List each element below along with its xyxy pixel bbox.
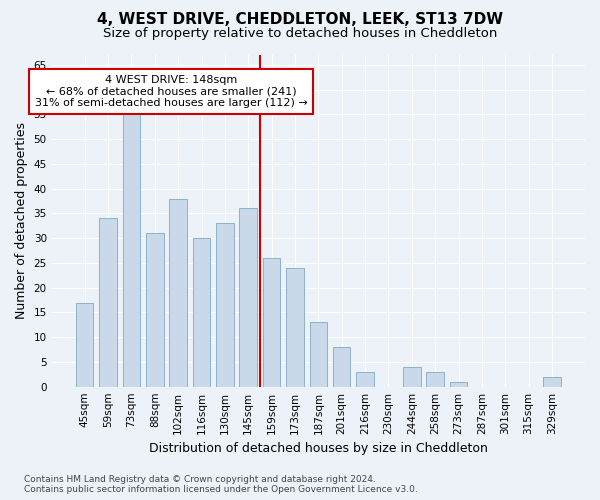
Bar	[543, 377, 561, 386]
Text: 4 WEST DRIVE: 148sqm
← 68% of detached houses are smaller (241)
31% of semi-deta: 4 WEST DRIVE: 148sqm ← 68% of detached h…	[35, 75, 308, 108]
Bar	[427, 372, 444, 386]
Bar	[169, 198, 187, 386]
Bar	[122, 114, 140, 386]
Bar	[333, 347, 350, 387]
Bar	[99, 218, 117, 386]
Bar	[146, 233, 164, 386]
Bar	[263, 258, 280, 386]
Bar	[356, 372, 374, 386]
Text: Contains HM Land Registry data © Crown copyright and database right 2024.
Contai: Contains HM Land Registry data © Crown c…	[24, 474, 418, 494]
Y-axis label: Number of detached properties: Number of detached properties	[15, 122, 28, 320]
X-axis label: Distribution of detached houses by size in Cheddleton: Distribution of detached houses by size …	[149, 442, 488, 455]
Bar	[216, 224, 233, 386]
Bar	[310, 322, 327, 386]
Bar	[239, 208, 257, 386]
Bar	[450, 382, 467, 386]
Text: Size of property relative to detached houses in Cheddleton: Size of property relative to detached ho…	[103, 28, 497, 40]
Bar	[403, 367, 421, 386]
Bar	[286, 268, 304, 386]
Bar	[76, 302, 94, 386]
Text: 4, WEST DRIVE, CHEDDLETON, LEEK, ST13 7DW: 4, WEST DRIVE, CHEDDLETON, LEEK, ST13 7D…	[97, 12, 503, 28]
Bar	[193, 238, 210, 386]
